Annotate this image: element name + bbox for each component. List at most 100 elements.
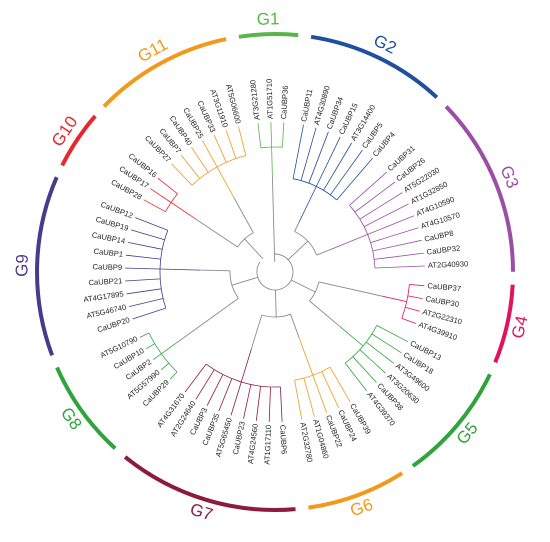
leaf-branch xyxy=(218,378,233,412)
leaf-branch xyxy=(268,386,271,422)
tree-branches xyxy=(125,122,425,422)
leaf-branch xyxy=(145,343,155,350)
clade-arc xyxy=(401,284,410,319)
leaf-label: CaUBP21 xyxy=(88,276,122,287)
leaf-branch xyxy=(184,363,207,393)
backbone-branch xyxy=(294,222,300,232)
leaf-label: CaUBP37 xyxy=(427,281,461,293)
leaf-branch xyxy=(405,306,420,312)
leaf-branch xyxy=(352,356,377,383)
leaf-branch xyxy=(206,374,224,406)
clade-stem xyxy=(339,326,364,347)
group-arc xyxy=(238,31,299,39)
leaf-label: CaUBP32 xyxy=(426,244,461,257)
group-label: G1 xyxy=(256,9,279,29)
leaf-branch xyxy=(160,362,170,371)
group-label: G3 xyxy=(496,163,522,191)
group-arc xyxy=(308,471,404,510)
leaf-branch xyxy=(376,325,408,343)
leaf-branch xyxy=(371,333,402,354)
leaf-label: CaUBP11 xyxy=(299,88,314,122)
leaf-label: AT4G17895 xyxy=(83,289,124,304)
leaf-branch xyxy=(150,188,172,203)
leaf-branch xyxy=(407,295,423,299)
leaf-branch xyxy=(225,130,237,159)
leaf-branch xyxy=(280,386,283,422)
leaf-branch xyxy=(354,181,396,213)
leaf-branch xyxy=(294,380,303,420)
leaf-label: AT2G32780 xyxy=(298,422,314,463)
leaf-branch xyxy=(130,229,165,241)
leaf-branch xyxy=(374,265,425,269)
backbone-branch xyxy=(271,176,276,263)
group-arc xyxy=(60,114,97,167)
clade-stem xyxy=(159,268,201,271)
leaf-label: AT2G40930 xyxy=(428,259,469,270)
leaf-branch xyxy=(292,124,304,179)
leaf-branch xyxy=(195,369,215,400)
clade-stem xyxy=(216,166,235,198)
leaf-branch xyxy=(238,126,247,156)
group-arc xyxy=(123,455,296,512)
leaf-branch xyxy=(202,140,218,168)
backbone-arc xyxy=(229,270,239,299)
leaf-branch xyxy=(143,199,166,213)
leaf-branch xyxy=(330,149,363,196)
leaf-branch xyxy=(135,217,168,231)
group-arc xyxy=(444,105,515,272)
leaf-branch xyxy=(372,239,422,252)
leaf-branch xyxy=(374,252,424,260)
leaf-label: CaUBP30 xyxy=(425,294,460,309)
leaf-branch xyxy=(308,131,329,184)
leaf-branch xyxy=(329,366,351,403)
clade-stem xyxy=(298,337,314,376)
group-label: G4 xyxy=(508,314,532,340)
root-arc xyxy=(256,253,294,291)
backbone-branch xyxy=(309,300,341,328)
clade-stem xyxy=(271,146,273,178)
leaf-label: CaUBP23 xyxy=(231,421,247,456)
leaf-branch xyxy=(255,386,261,421)
leaf-branch xyxy=(257,122,262,148)
leaf-branch xyxy=(169,371,178,380)
leaf-branch xyxy=(139,332,150,338)
leaf-label: CaUBP8 xyxy=(424,229,455,244)
backbone-branch xyxy=(177,297,239,343)
clade-stem xyxy=(298,186,317,223)
leaf-branch xyxy=(365,341,395,364)
leaf-branch xyxy=(363,203,409,227)
backbone-branch xyxy=(290,279,316,293)
leaf-branch xyxy=(300,127,317,181)
leaf-label: CaUBP1 xyxy=(93,247,123,259)
group-arc xyxy=(35,176,59,356)
leaf-branch xyxy=(282,122,285,148)
leaf-branch xyxy=(128,298,164,307)
leaf-branch xyxy=(127,242,163,250)
clade-stem xyxy=(240,348,252,383)
leaf-branch xyxy=(336,157,373,201)
backbone-branch xyxy=(275,289,277,318)
clade-stem xyxy=(161,341,178,355)
backbone-branch xyxy=(251,314,263,349)
leaf-branch xyxy=(191,147,209,173)
group-arc xyxy=(493,284,515,364)
leaf-branch xyxy=(152,353,162,360)
leaf-label: AT4G24560 xyxy=(246,423,260,464)
leaf-branch xyxy=(323,142,352,191)
backbone-branch xyxy=(316,249,329,256)
clade-stem xyxy=(328,234,368,251)
leaf-labels: AT3G21280 AT1G51710 CaUBP36 CaUBP11AT4G3089… xyxy=(83,79,469,465)
leaf-branch xyxy=(349,171,388,206)
leaf-branch xyxy=(401,318,417,324)
backbone-branch xyxy=(290,314,300,338)
group-arc xyxy=(411,373,492,468)
group-arc xyxy=(102,37,227,108)
group-arc xyxy=(310,34,439,99)
backbone-branch xyxy=(199,269,231,272)
leaf-label: CaUBP36 xyxy=(279,85,290,119)
leaf-branch xyxy=(315,136,341,187)
leaf-label: CaUBP9 xyxy=(92,262,122,272)
leaf-branch xyxy=(409,284,425,287)
leaf-branch xyxy=(125,267,161,270)
